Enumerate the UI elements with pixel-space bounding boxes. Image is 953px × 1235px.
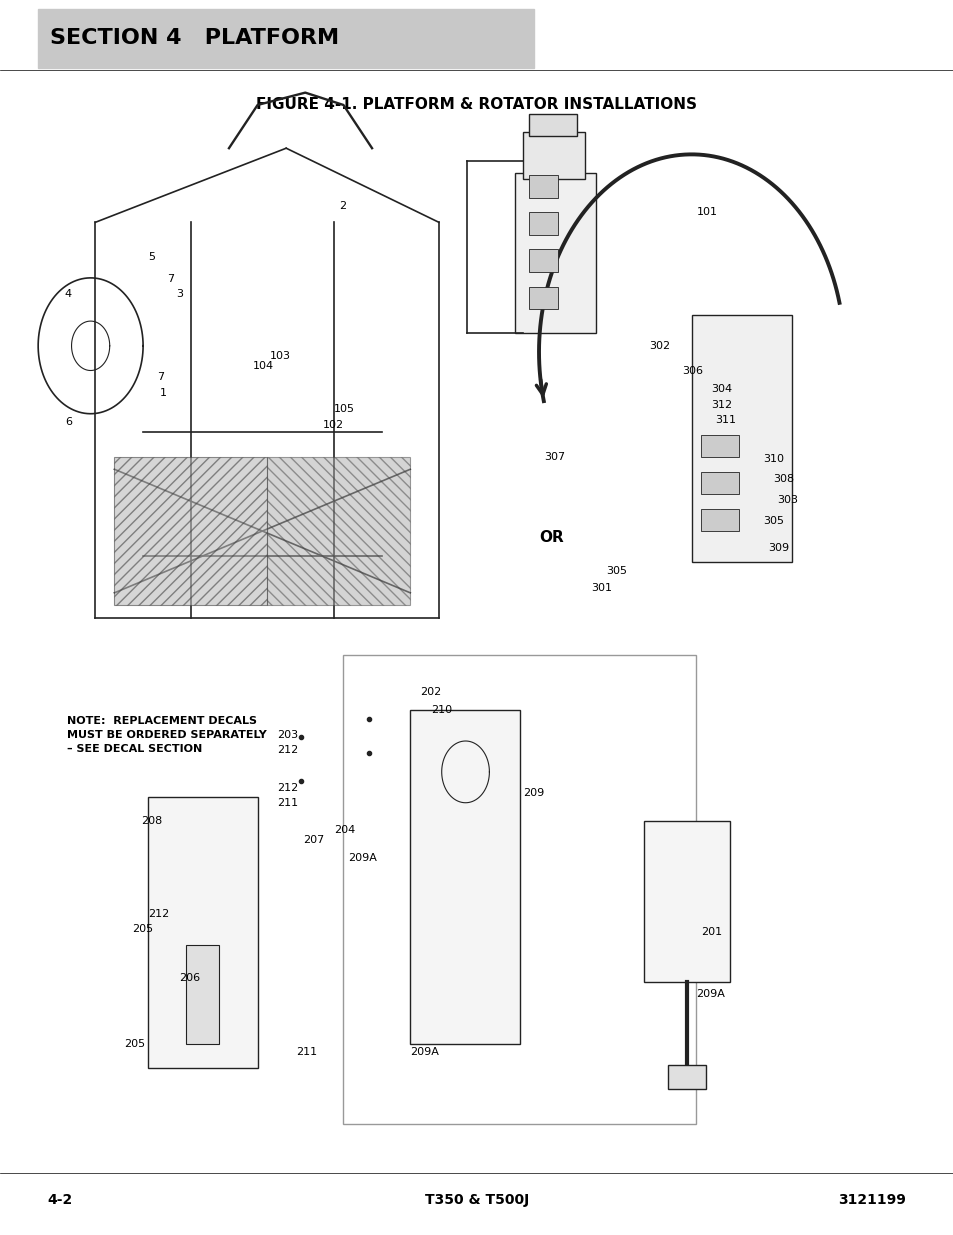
Text: 303: 303 (777, 495, 798, 505)
Text: OR: OR (538, 530, 563, 545)
Text: 206: 206 (179, 973, 200, 983)
Text: 208: 208 (141, 816, 162, 826)
Text: 7: 7 (167, 274, 173, 284)
Text: 204: 204 (334, 825, 355, 835)
Text: 305: 305 (762, 516, 783, 526)
Text: 101: 101 (696, 207, 717, 217)
Text: 307: 307 (543, 452, 564, 462)
Bar (529, 212, 558, 235)
Bar (700, 435, 739, 457)
Text: NOTE:  REPLACEMENT DECALS
MUST BE ORDERED SEPARATELY
– SEE DECAL SECTION: NOTE: REPLACEMENT DECALS MUST BE ORDERED… (67, 716, 266, 755)
Text: 7: 7 (157, 372, 164, 382)
Bar (148, 797, 257, 1068)
Text: 102: 102 (322, 420, 343, 430)
Bar (700, 472, 739, 494)
Bar (529, 249, 558, 272)
Bar (186, 945, 219, 1044)
Bar (529, 114, 577, 136)
Text: 306: 306 (681, 366, 702, 375)
Text: 205: 205 (124, 1039, 145, 1049)
Text: 209: 209 (522, 788, 543, 798)
Bar (691, 315, 791, 562)
Text: 302: 302 (648, 341, 669, 351)
Text: 5: 5 (148, 252, 154, 262)
Text: 209A: 209A (410, 1047, 438, 1057)
Bar (529, 175, 558, 198)
Text: 3121199: 3121199 (838, 1193, 905, 1208)
Bar (667, 1065, 705, 1089)
Bar (522, 132, 584, 179)
Text: 105: 105 (334, 404, 355, 414)
Text: 212: 212 (276, 745, 297, 755)
Text: 104: 104 (253, 361, 274, 370)
Bar (700, 509, 739, 531)
Text: 311: 311 (715, 415, 736, 425)
Text: 301: 301 (591, 583, 612, 593)
Text: 210: 210 (431, 705, 452, 715)
Text: 4: 4 (65, 289, 71, 299)
Bar (643, 821, 729, 982)
Text: 205: 205 (132, 924, 152, 934)
Text: 201: 201 (700, 927, 721, 937)
Text: T350 & T500J: T350 & T500J (424, 1193, 529, 1208)
Text: 310: 310 (762, 454, 783, 464)
Text: 4-2: 4-2 (48, 1193, 72, 1208)
Bar (267, 457, 410, 605)
Text: 211: 211 (295, 1047, 316, 1057)
Text: 309: 309 (767, 543, 788, 553)
Text: 202: 202 (419, 687, 440, 697)
Text: 207: 207 (303, 835, 324, 845)
Bar (529, 287, 558, 309)
Text: 304: 304 (710, 384, 731, 394)
Text: 6: 6 (65, 417, 71, 427)
Bar (343, 655, 696, 1124)
Bar (410, 710, 519, 1044)
Text: 305: 305 (605, 566, 626, 576)
Text: 212: 212 (148, 909, 169, 919)
Text: 3: 3 (176, 289, 183, 299)
Bar (515, 173, 596, 333)
Text: 308: 308 (772, 474, 793, 484)
Text: 1: 1 (160, 388, 167, 398)
Text: 312: 312 (710, 400, 731, 410)
Text: 103: 103 (270, 351, 291, 361)
Text: FIGURE 4-1. PLATFORM & ROTATOR INSTALLATIONS: FIGURE 4-1. PLATFORM & ROTATOR INSTALLAT… (256, 98, 697, 112)
Text: 2: 2 (338, 201, 345, 211)
FancyBboxPatch shape (38, 9, 534, 68)
Text: 211: 211 (276, 798, 297, 808)
Text: 203: 203 (276, 730, 297, 740)
Text: 212: 212 (276, 783, 297, 793)
Text: 209A: 209A (348, 853, 376, 863)
Text: SECTION 4   PLATFORM: SECTION 4 PLATFORM (50, 28, 338, 48)
Text: 209A: 209A (696, 989, 724, 999)
Bar (114, 457, 267, 605)
